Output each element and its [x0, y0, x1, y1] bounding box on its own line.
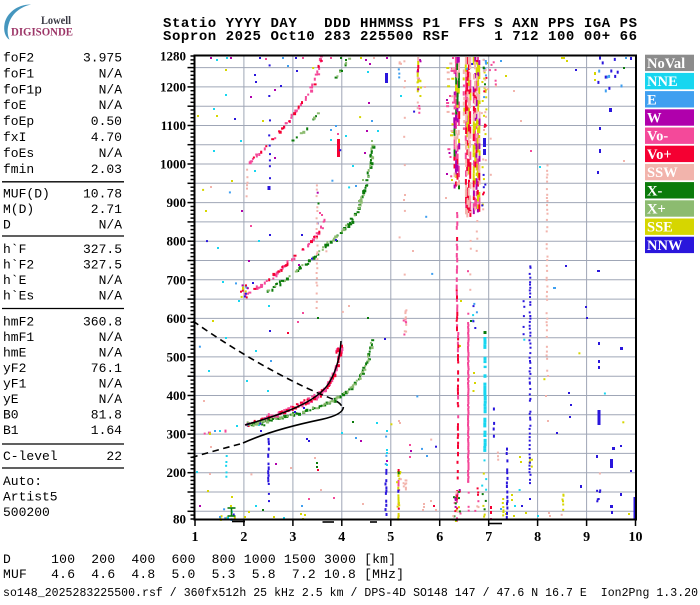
- svg-text:NoVal: NoVal: [647, 56, 685, 72]
- svg-text:4: 4: [338, 530, 345, 545]
- svg-text:200: 200: [167, 465, 187, 480]
- svg-text:foEs: foEs: [3, 146, 34, 161]
- svg-text:600: 600: [167, 311, 187, 326]
- svg-text:5: 5: [387, 530, 394, 545]
- svg-text:fmin: fmin: [3, 162, 34, 177]
- svg-text:D: D: [3, 218, 11, 233]
- svg-text:hmF1: hmF1: [3, 330, 34, 345]
- svg-text:foF1: foF1: [3, 66, 34, 81]
- svg-text:foF1p: foF1p: [3, 82, 42, 97]
- svg-text:M(D): M(D): [3, 202, 34, 217]
- svg-text:22: 22: [106, 449, 122, 464]
- svg-text:hmF2: hmF2: [3, 315, 34, 330]
- svg-text:fxI: fxI: [3, 130, 26, 145]
- svg-text:Vo+: Vo+: [647, 147, 672, 163]
- svg-text:D 100 200 400 600 800: D 100 200 400 600 800 1000 1500 3000 [km…: [3, 552, 396, 567]
- svg-text:W: W: [647, 111, 662, 127]
- svg-text:1.64: 1.64: [91, 423, 122, 438]
- svg-text:8: 8: [534, 530, 541, 545]
- svg-text:76.1: 76.1: [91, 361, 122, 376]
- svg-text:500: 500: [167, 349, 187, 364]
- svg-text:4.70: 4.70: [91, 130, 122, 145]
- svg-text:1280: 1280: [160, 49, 186, 64]
- svg-text:2.03: 2.03: [91, 162, 122, 177]
- svg-text:1200: 1200: [160, 79, 186, 94]
- svg-text:SSE: SSE: [647, 220, 673, 236]
- svg-text:yF1: yF1: [3, 377, 27, 392]
- svg-text:N/A: N/A: [99, 273, 123, 288]
- svg-text:327.5: 327.5: [83, 242, 122, 257]
- svg-text:N/A: N/A: [99, 82, 123, 97]
- svg-text:300: 300: [167, 427, 187, 442]
- svg-text:h`F2: h`F2: [3, 258, 34, 273]
- svg-text:N/A: N/A: [99, 66, 123, 81]
- svg-text:2: 2: [240, 530, 247, 545]
- svg-text:80: 80: [173, 512, 186, 527]
- svg-text:N/A: N/A: [99, 377, 123, 392]
- svg-text:3: 3: [289, 530, 296, 545]
- svg-text:MUF 4.6 4.6 4.8 5.0 5.3: MUF 4.6 4.6 4.8 5.0 5.3 5.8 7.2 10.8 [MH…: [3, 567, 404, 582]
- svg-text:N/A: N/A: [99, 146, 123, 161]
- svg-text:SSW: SSW: [647, 165, 678, 181]
- svg-text:E: E: [647, 92, 657, 108]
- svg-text:3.975: 3.975: [83, 51, 122, 66]
- svg-text:360.8: 360.8: [83, 315, 122, 330]
- svg-text:1100: 1100: [161, 118, 186, 133]
- svg-text:500200: 500200: [3, 505, 50, 520]
- svg-text:N/A: N/A: [99, 392, 123, 407]
- svg-text:X+: X+: [647, 202, 666, 218]
- svg-text:so148_2025283225500.rsf / 360f: so148_2025283225500.rsf / 360fx512h 25 k…: [3, 587, 698, 600]
- svg-text:327.5: 327.5: [83, 258, 122, 273]
- svg-text:9: 9: [583, 530, 590, 545]
- svg-text:Auto:: Auto:: [3, 474, 42, 489]
- svg-text:h`F: h`F: [3, 242, 26, 257]
- svg-text:NNE: NNE: [647, 74, 678, 90]
- svg-text:N/A: N/A: [99, 346, 123, 361]
- svg-text:N/A: N/A: [99, 289, 123, 304]
- svg-text:Lowell: Lowell: [41, 15, 71, 27]
- svg-text:X-: X-: [647, 183, 662, 199]
- svg-text:MUF(D): MUF(D): [3, 187, 50, 202]
- svg-text:hmE: hmE: [3, 346, 27, 361]
- svg-text:7: 7: [485, 530, 492, 545]
- svg-text:Sopron 2025 Oct10 283 225500 R: Sopron 2025 Oct10 283 225500 RSF 1 712 1…: [163, 29, 637, 45]
- svg-text:B1: B1: [3, 423, 19, 438]
- svg-text:2.71: 2.71: [91, 202, 122, 217]
- svg-text:yF2: yF2: [3, 361, 26, 376]
- svg-text:1000: 1000: [160, 157, 186, 172]
- svg-text:foEp: foEp: [3, 114, 34, 129]
- svg-text:10.78: 10.78: [83, 187, 122, 202]
- svg-text:900: 900: [167, 195, 187, 210]
- svg-text:DIGISONDE: DIGISONDE: [11, 27, 73, 39]
- svg-text:Artist5: Artist5: [3, 490, 58, 505]
- svg-text:81.8: 81.8: [91, 408, 122, 423]
- svg-text:foE: foE: [3, 98, 27, 113]
- svg-text:6: 6: [436, 530, 443, 545]
- svg-text:0.50: 0.50: [91, 114, 122, 129]
- svg-text:foF2: foF2: [3, 51, 34, 66]
- svg-text:N/A: N/A: [99, 98, 123, 113]
- svg-text:400: 400: [167, 388, 187, 403]
- svg-text:h`E: h`E: [3, 273, 27, 288]
- svg-text:10: 10: [629, 530, 643, 545]
- svg-text:1: 1: [192, 530, 199, 545]
- svg-text:Vo-: Vo-: [647, 129, 668, 145]
- svg-text:B0: B0: [3, 408, 19, 423]
- svg-text:h`Es: h`Es: [3, 289, 34, 304]
- svg-text:N/A: N/A: [99, 330, 123, 345]
- svg-text:yE: yE: [3, 392, 19, 407]
- svg-text:700: 700: [167, 272, 187, 287]
- svg-text:Statio YYYY DAY DDD HHMMSS P: Statio YYYY DAY DDD HHMMSS P1 FFS S AXN …: [163, 16, 637, 32]
- svg-text:NNW: NNW: [647, 238, 683, 254]
- svg-text:N/A: N/A: [99, 218, 123, 233]
- svg-text:800: 800: [167, 234, 187, 249]
- svg-text:C-level: C-level: [3, 449, 58, 464]
